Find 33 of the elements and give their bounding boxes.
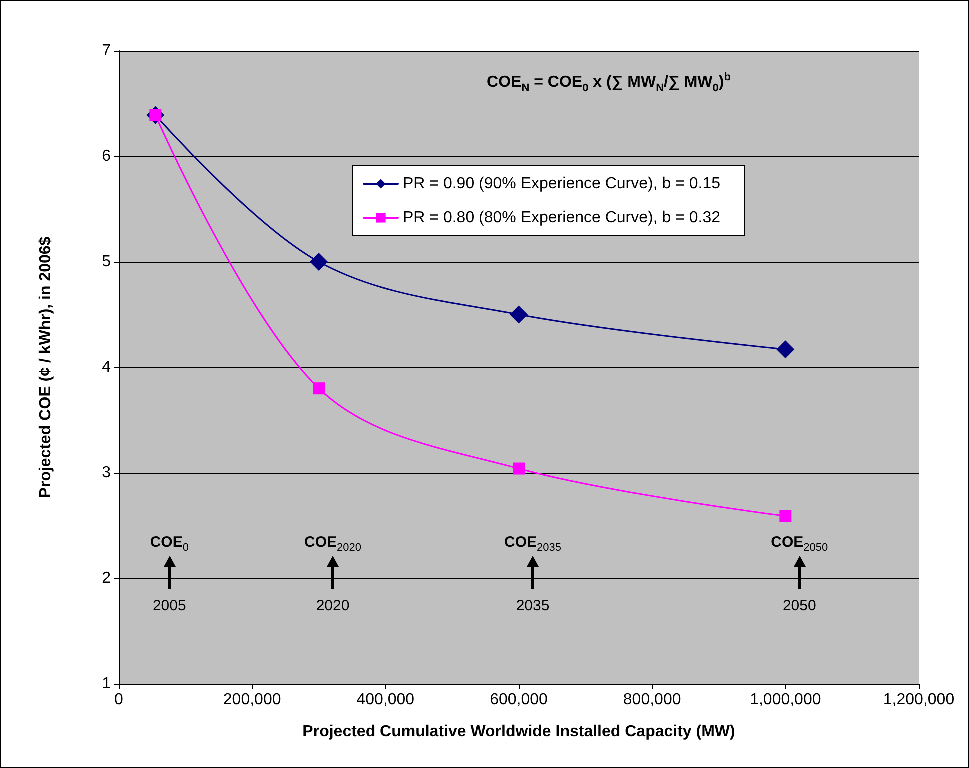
annotation: 2035 (516, 598, 550, 614)
y-tick-label: 6 (102, 148, 112, 165)
text: COE$_{N}$ = COE$_{0}$ x (∑ MW$_{N}$/∑ MW$_{0}$)$^{b}$ (487, 72, 731, 94)
y-tick-label: 2 (102, 570, 112, 587)
y-tick-label: 4 (102, 359, 112, 376)
point (780, 510, 792, 522)
legend-label: PR = 0.80 (80% Experience Curve), b = 0.32 (403, 210, 721, 226)
y-tick-label: 5 (102, 254, 112, 270)
x-tick-label: 600,000 (490, 692, 548, 708)
y-tick-label: 1 (102, 676, 112, 692)
point (510, 306, 528, 324)
point (776, 340, 795, 359)
annotation: COE$_{2020}$ (304, 534, 362, 554)
x-tick-label: 400,000 (356, 692, 415, 708)
annotation: COE$_{0}$ (150, 534, 189, 554)
y-axis-title: Projected COE (¢ / kWhr), in 2006$ (38, 236, 54, 498)
point (313, 382, 325, 395)
point (513, 462, 525, 475)
annotation: 2020 (316, 598, 350, 614)
x-tick-label: 800,000 (623, 692, 682, 708)
x-tick-label: 200,000 (223, 692, 282, 708)
x-tick-label: 1,200,000 (883, 692, 955, 708)
x-axis-title: Projected Cumulative Worldwide Installed Capacity (MW) (302, 724, 736, 740)
x-tick-label: 0 (114, 692, 124, 708)
legend-label: PR = 0.90 (90% Experience Curve), b = 0.15 (403, 176, 721, 192)
y-tick-label: 7 (102, 42, 112, 60)
annotation: 2050 (782, 598, 816, 614)
x-tick-label: 1,000,000 (750, 692, 822, 708)
annotation: 2005 (152, 598, 186, 614)
annotation: COE$_{2050}$ (771, 534, 828, 554)
point (310, 253, 328, 271)
y-tick-label: 3 (102, 464, 112, 482)
annotation: COE$_{2035}$ (504, 534, 562, 554)
